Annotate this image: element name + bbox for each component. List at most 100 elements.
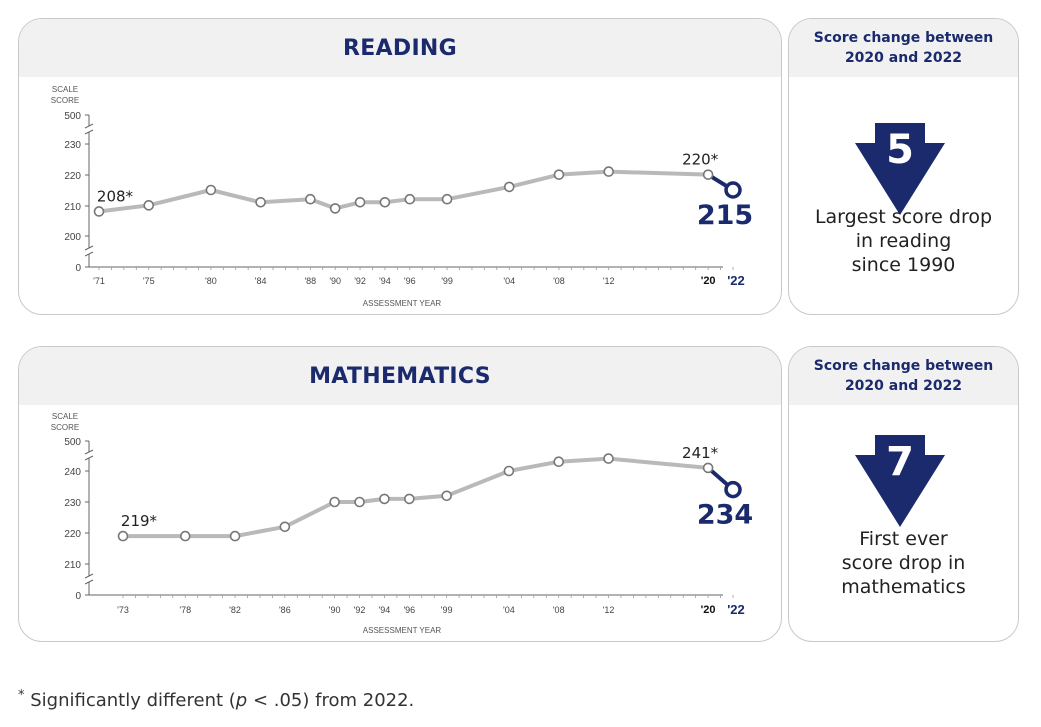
data-label: 220* bbox=[682, 151, 719, 169]
axis-break-mark bbox=[84, 245, 94, 251]
math-chart-title: MATHEMATICS bbox=[309, 363, 491, 389]
x-tick-label: '20 bbox=[701, 275, 716, 287]
math-change-panel: Score change between 2020 and 2022 7 Fir… bbox=[788, 346, 1019, 642]
math-line-chart: SCALE SCORE 500 240 230 220 210 0 '73 '78 '82 '86 '9… bbox=[51, 412, 753, 635]
reading-desc-line: Largest score drop bbox=[814, 206, 993, 228]
data-label: 208* bbox=[97, 187, 134, 205]
y-axis-label: SCORE bbox=[51, 423, 79, 432]
math-panel-header: MATHEMATICS bbox=[19, 347, 781, 405]
data-point-2022 bbox=[724, 480, 742, 499]
x-tick-label: '86 bbox=[279, 605, 291, 615]
reading-panel-header: READING bbox=[19, 19, 781, 77]
y-tick-label: 500 bbox=[64, 437, 81, 448]
x-tick-label: '94 bbox=[379, 276, 391, 286]
data-point bbox=[503, 181, 515, 193]
axis-break-mark bbox=[84, 573, 94, 579]
reading-desc-line: since 1990 bbox=[851, 254, 956, 276]
down-arrow-icon: 5 bbox=[853, 123, 947, 217]
y-tick-label: 220 bbox=[64, 171, 81, 182]
data-label: 219* bbox=[121, 512, 158, 530]
math-change-header: Score change between 2020 and 2022 bbox=[789, 347, 1018, 405]
data-point bbox=[93, 206, 105, 217]
data-point bbox=[179, 530, 191, 542]
data-point bbox=[354, 196, 366, 208]
data-point-2022 bbox=[724, 181, 742, 199]
math-change-header-line2: 2020 and 2022 bbox=[844, 378, 963, 394]
x-tick-label: '22 bbox=[727, 273, 745, 288]
data-point bbox=[205, 184, 217, 196]
data-point bbox=[354, 496, 365, 508]
data-point bbox=[229, 530, 241, 542]
data-point bbox=[143, 200, 155, 211]
y-tick-label: 240 bbox=[64, 467, 81, 478]
reading-chart-title: READING bbox=[342, 35, 457, 61]
series-line-historic bbox=[98, 169, 709, 214]
data-point bbox=[702, 462, 714, 474]
data-point bbox=[441, 490, 452, 502]
x-tick-label: '88 bbox=[304, 276, 316, 286]
reading-change-value: 5 bbox=[886, 127, 914, 173]
x-tick-label: '94 bbox=[379, 605, 391, 615]
data-point bbox=[553, 456, 565, 467]
data-point bbox=[329, 496, 340, 508]
x-tick-label: '12 bbox=[603, 276, 615, 286]
data-point bbox=[702, 169, 714, 180]
data-point bbox=[305, 193, 316, 205]
reading-desc-line: in reading bbox=[855, 230, 952, 252]
data-point bbox=[603, 166, 614, 177]
math-change-description: First ever score drop in mathematics bbox=[789, 527, 1018, 599]
x-tick-label: '71 bbox=[93, 276, 105, 286]
data-point bbox=[553, 169, 565, 180]
data-point bbox=[255, 196, 266, 208]
x-tick-label: '96 bbox=[403, 605, 415, 615]
reading-change-description: Largest score drop in reading since 1990 bbox=[789, 205, 1018, 277]
y-axis-label: SCALE bbox=[52, 85, 78, 94]
x-tick-label: '90 bbox=[329, 276, 341, 286]
x-tick-label: '92 bbox=[354, 605, 366, 615]
reading-change-header: Score change between 2020 and 2022 bbox=[789, 19, 1018, 77]
x-tick-label: '90 bbox=[329, 605, 341, 615]
x-tick-label: '22 bbox=[727, 602, 745, 617]
y-axis-label: SCALE bbox=[52, 412, 78, 421]
x-axis-title: ASSESSMENT YEAR bbox=[363, 626, 442, 635]
footnote-asterisk: * bbox=[18, 688, 25, 703]
y-axis-label: SCORE bbox=[51, 96, 79, 105]
axis-break-mark bbox=[84, 449, 94, 455]
math-change-header-line1: Score change between bbox=[813, 358, 994, 374]
x-tick-label: '99 bbox=[441, 276, 453, 286]
math-chart-panel: MATHEMATICS SCALE SCORE 500 240 230 220 210 0 '7… bbox=[18, 346, 782, 642]
data-label: 241* bbox=[682, 444, 719, 462]
series-line-historic bbox=[123, 456, 709, 539]
data-point bbox=[441, 193, 453, 205]
y-tick-label: 200 bbox=[64, 232, 81, 243]
footnote-p: p bbox=[235, 690, 248, 711]
axis-break-gap bbox=[85, 452, 93, 458]
down-arrow-icon: 7 bbox=[853, 435, 947, 529]
y-tick-label: 220 bbox=[64, 529, 81, 540]
y-tick-label: 500 bbox=[64, 111, 81, 122]
x-tick-label: '04 bbox=[503, 605, 515, 615]
x-tick-label: '99 bbox=[441, 605, 453, 615]
axis-break-mark bbox=[84, 579, 94, 585]
axis-break-gap bbox=[85, 126, 93, 132]
axis-break-mark bbox=[84, 455, 94, 461]
data-point bbox=[279, 521, 291, 533]
data-point bbox=[329, 203, 341, 214]
data-point bbox=[117, 530, 129, 542]
footnote-text-post: < .05) from 2022. bbox=[247, 690, 415, 711]
x-tick-label: '08 bbox=[553, 605, 565, 615]
y-tick-label: 210 bbox=[64, 560, 81, 571]
x-tick-label: '96 bbox=[404, 276, 416, 286]
footnote-text-pre: Significantly different ( bbox=[30, 690, 236, 711]
reading-chart-panel: READING SCALE SCORE 500 230 220 210 200 0 '71 '75… bbox=[18, 18, 782, 315]
x-tick-label: '73 bbox=[117, 605, 129, 615]
reading-line-chart: SCALE SCORE 500 230 220 210 200 0 '71 '75 '80 '84 '8… bbox=[51, 85, 753, 308]
axis-break-mark bbox=[84, 123, 94, 129]
data-label-2022: 234 bbox=[697, 500, 753, 531]
x-axis-title: ASSESSMENT YEAR bbox=[363, 299, 442, 308]
y-tick-label: 0 bbox=[75, 263, 81, 274]
data-point bbox=[379, 196, 391, 208]
data-point bbox=[404, 493, 415, 505]
math-change-value: 7 bbox=[886, 439, 914, 485]
math-desc-line: score drop in bbox=[841, 552, 966, 574]
